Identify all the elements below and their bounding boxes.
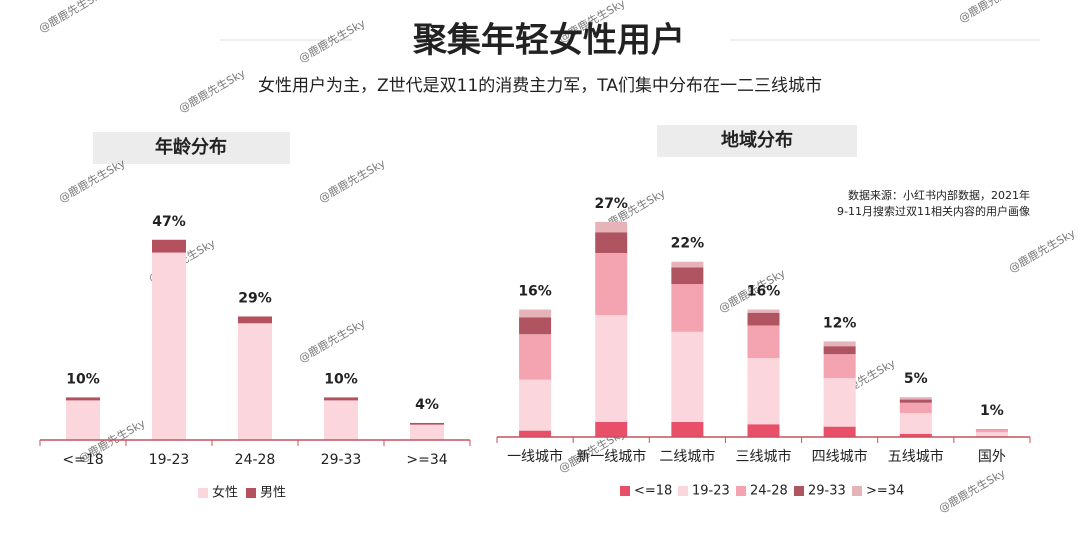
x-tick-label: >=34 xyxy=(406,452,447,468)
bar-segment xyxy=(66,397,100,401)
total-label: 16% xyxy=(747,284,781,300)
bar-segment xyxy=(324,397,358,401)
x-tick-label: 新一线城市 xyxy=(576,448,646,465)
bar-segment xyxy=(823,426,856,437)
total-label: 12% xyxy=(823,315,857,331)
bar-segment xyxy=(671,261,704,268)
section-bg xyxy=(93,132,290,164)
bar-segment xyxy=(747,424,780,437)
bar-segment xyxy=(595,315,628,422)
bar-segment xyxy=(671,267,704,285)
bar-segment xyxy=(747,325,780,359)
total-label: 47% xyxy=(152,214,186,230)
x-tick-label: 29-33 xyxy=(321,452,362,468)
x-tick-label: 五线城市 xyxy=(888,448,944,465)
bar-segment xyxy=(899,433,932,437)
bar-segment xyxy=(823,354,856,379)
bar-segment xyxy=(595,221,628,233)
total-label: 27% xyxy=(594,196,628,212)
legend-label: 29-33 xyxy=(808,484,846,499)
bar-segment xyxy=(519,379,552,431)
bar-segment xyxy=(823,346,856,355)
legend-swatch xyxy=(736,486,746,496)
bar-segment xyxy=(595,252,628,316)
bar-segment xyxy=(899,399,932,403)
bar-segment xyxy=(823,341,856,347)
bar-segment xyxy=(152,252,186,440)
bar-segment xyxy=(747,312,780,326)
legend-label: >=34 xyxy=(866,484,904,499)
bar-segment xyxy=(238,323,272,440)
bar-segment xyxy=(519,334,552,380)
bar-segment xyxy=(66,400,100,440)
bar-segment xyxy=(519,430,552,437)
total-label: 10% xyxy=(324,371,358,387)
bar-segment xyxy=(747,309,780,313)
bar-segment xyxy=(410,422,444,425)
bar-segment xyxy=(410,424,444,440)
bar-segment xyxy=(519,309,552,318)
legend-swatch xyxy=(794,486,804,496)
legend-label: 24-28 xyxy=(750,484,788,499)
bar-segment xyxy=(975,432,1008,437)
legend-swatch xyxy=(620,486,630,496)
x-tick-label: 国外 xyxy=(978,449,1006,465)
x-tick-label: 一线城市 xyxy=(507,448,563,465)
legend-label: 女性 xyxy=(212,485,238,501)
total-label: 22% xyxy=(671,236,705,252)
page-title: 聚集年轻女性用户 xyxy=(412,21,685,61)
total-label: 16% xyxy=(518,284,552,300)
section-title: 地域分布 xyxy=(721,129,793,151)
x-tick-label: 四线城市 xyxy=(812,448,868,465)
page-subtitle: 女性用户为主，Z世代是双11的消费主力军，TA们集中分布在一二三线城市 xyxy=(258,76,822,96)
legend-swatch xyxy=(852,486,862,496)
x-tick-label: 19-23 xyxy=(149,452,190,468)
x-tick-label: 24-28 xyxy=(235,452,276,468)
bar-segment xyxy=(152,239,186,253)
x-tick-label: 三线城市 xyxy=(736,448,792,465)
legend-label: <=18 xyxy=(634,484,672,499)
legend-label: 男性 xyxy=(260,486,286,501)
source-note: 数据来源：小红书内部数据，2021年 xyxy=(848,188,1030,202)
total-label: 1% xyxy=(980,403,1004,419)
bar-segment xyxy=(238,316,272,324)
total-label: 29% xyxy=(238,290,272,306)
x-tick-label: <=18 xyxy=(62,452,103,468)
bar-segment xyxy=(519,317,552,335)
legend-swatch xyxy=(246,488,256,498)
bar-segment xyxy=(595,421,628,437)
total-label: 5% xyxy=(904,371,928,387)
bar-segment xyxy=(671,421,704,437)
bar-segment xyxy=(899,397,932,400)
bar-segment xyxy=(899,413,932,434)
bar-segment xyxy=(975,429,1008,433)
bar-segment xyxy=(899,402,932,414)
total-label: 10% xyxy=(66,371,100,387)
section-bg xyxy=(657,125,857,157)
total-label: 4% xyxy=(415,397,439,413)
section-title: 年龄分布 xyxy=(155,136,227,158)
legend-label: 19-23 xyxy=(692,484,730,499)
legend-swatch xyxy=(198,488,208,498)
bar-segment xyxy=(324,400,358,440)
source-note: 9-11月搜索过双11相关内容的用户画像 xyxy=(837,204,1030,218)
x-tick-label: 二线城市 xyxy=(659,448,715,465)
bar-segment xyxy=(595,232,628,253)
bar-segment xyxy=(671,331,704,422)
bar-segment xyxy=(823,378,856,427)
bar-segment xyxy=(747,358,780,425)
bar-segment xyxy=(671,284,704,332)
legend-swatch xyxy=(678,486,688,496)
